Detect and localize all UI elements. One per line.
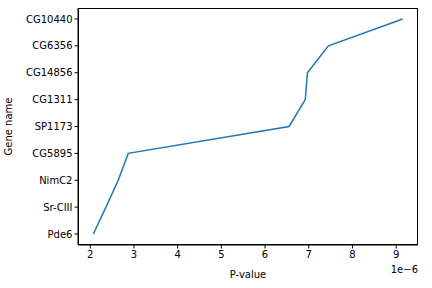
svg-text:9: 9 (393, 249, 399, 260)
svg-text:CG5895: CG5895 (32, 148, 72, 159)
svg-text:5: 5 (218, 249, 224, 260)
svg-text:Gene name: Gene name (8, 98, 14, 156)
svg-text:8: 8 (349, 249, 355, 260)
svg-text:2: 2 (87, 249, 93, 260)
svg-text:P-value: P-value (230, 269, 266, 280)
svg-text:CG14856: CG14856 (26, 67, 73, 78)
svg-text:7: 7 (306, 249, 312, 260)
svg-text:CG10440: CG10440 (26, 14, 73, 25)
svg-text:Sr-CIII: Sr-CIII (43, 202, 72, 213)
svg-text:Pde6: Pde6 (48, 229, 73, 240)
svg-text:4: 4 (174, 249, 180, 260)
svg-text:6: 6 (262, 249, 268, 260)
svg-text:SP1173: SP1173 (35, 121, 73, 132)
svg-text:CG1311: CG1311 (32, 94, 72, 105)
svg-text:NimC2: NimC2 (39, 175, 72, 186)
html-text:1e−6: 1e−6 (390, 264, 418, 275)
svg-text:CG6356: CG6356 (32, 40, 72, 51)
svg-text:3: 3 (131, 249, 137, 260)
